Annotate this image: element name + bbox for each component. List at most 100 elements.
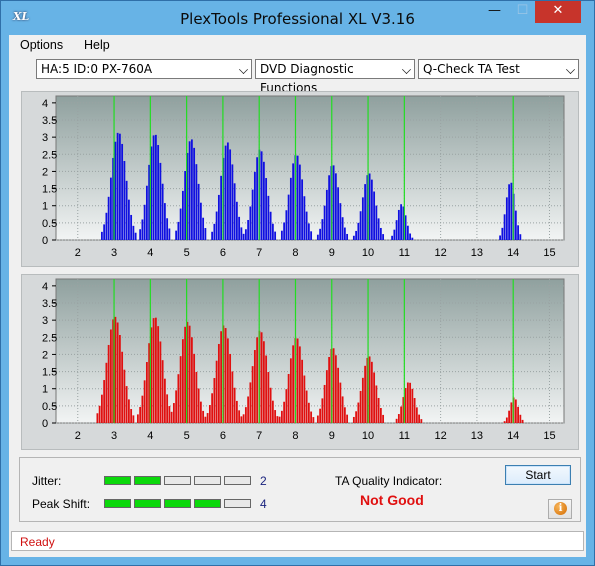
top-chart-bar (377, 218, 380, 240)
bottom-chart-bar (195, 371, 198, 423)
top-chart-bar (262, 161, 265, 240)
bottom-chart-x-tick-label: 2 (75, 430, 81, 442)
bottom-chart-bar (296, 338, 299, 423)
bottom-chart-bar (292, 345, 295, 423)
bottom-chart-bar (355, 411, 358, 423)
minimize-button[interactable]: — (488, 3, 501, 18)
top-chart-bar (359, 211, 362, 240)
device-select[interactable]: HA:5 ID:0 PX-760A (36, 59, 252, 79)
bottom-chart-y-tick-label: 2 (42, 349, 48, 361)
top-chart-bar (107, 196, 110, 240)
top-chart-bar (186, 152, 189, 240)
bottom-chart-bar (271, 400, 274, 423)
close-button[interactable]: ✕ (535, 1, 581, 23)
title-bar[interactable]: XL PlexTools Professional XL V3.16 — ☐ ✕ (1, 1, 594, 35)
info-button[interactable]: i (548, 499, 572, 519)
top-chart-bar (368, 173, 371, 240)
bottom-chart-bar (145, 362, 148, 423)
bottom-chart-bar (337, 367, 340, 423)
top-chart-bar (379, 227, 382, 240)
top-chart-bar (161, 183, 164, 240)
bottom-chart-y-tick-label: 1.5 (42, 367, 57, 379)
top-chart-bar (179, 208, 182, 240)
bottom-chart-bar (262, 341, 265, 423)
bottom-chart-bar (229, 353, 232, 423)
bottom-chart-y-tick-label: 1 (42, 384, 48, 396)
top-chart-y-tick-label: 1 (42, 201, 48, 213)
jitter-meter-segment (164, 476, 191, 485)
menu-options[interactable]: Options (20, 38, 64, 52)
top-chart-y-tick-label: 4 (42, 98, 48, 110)
top-chart-y-tick-label: 3.5 (42, 115, 57, 127)
top-chart-bar (352, 235, 355, 240)
bottom-chart-bar (199, 401, 202, 423)
jitter-meter-segment (194, 476, 221, 485)
top-chart-x-tick-label: 10 (362, 247, 374, 259)
menu-bar: Options Help (9, 35, 586, 55)
bottom-chart-bar (249, 382, 252, 423)
top-chart-bar (188, 141, 191, 240)
bottom-chart-bar (301, 359, 304, 423)
test-select[interactable]: Q-Check TA Test (418, 59, 579, 79)
bottom-chart-bar (107, 344, 110, 423)
ta-quality-result: Not Good (360, 492, 424, 508)
top-chart-bar (204, 228, 207, 240)
top-chart-bar (517, 225, 519, 240)
top-chart-bar (298, 164, 301, 240)
top-chart-bar (125, 180, 128, 240)
top-chart-bar (244, 229, 247, 240)
top-chart-bar (514, 210, 517, 240)
start-button[interactable]: Start (505, 465, 571, 485)
bottom-chart-x-tick-label: 8 (292, 430, 298, 442)
top-chart-bar (323, 205, 326, 240)
top-chart-bar (274, 231, 277, 240)
top-chart-x-tick-label: 9 (329, 247, 335, 259)
window-title: PlexTools Professional XL V3.16 (180, 10, 415, 28)
bottom-chart-bar (224, 328, 227, 423)
top-chart-bar (402, 206, 405, 240)
bottom-chart-bar (400, 406, 403, 423)
peak-shift-meter-segment (224, 499, 251, 508)
bottom-chart-bar (193, 353, 196, 423)
bottom-chart-bar (364, 365, 367, 423)
bottom-chart-bar (334, 355, 337, 423)
maximize-button[interactable]: ☐ (516, 3, 529, 18)
top-chart-bar (328, 175, 331, 240)
top-chart-bar (375, 205, 378, 240)
bottom-chart-y-tick-label: 0.5 (42, 401, 57, 413)
bottom-chart-bar (184, 326, 187, 423)
top-chart-bar (123, 160, 126, 240)
chevron-down-icon (566, 65, 575, 74)
bottom-chart-x-tick-label: 4 (147, 430, 153, 442)
top-chart-x-tick-label: 13 (471, 247, 483, 259)
top-chart-bar (154, 134, 157, 240)
top-chart-bar (343, 227, 346, 240)
bottom-chart-bar (274, 410, 277, 423)
menu-help[interactable]: Help (84, 38, 110, 52)
bottom-chart-bar (179, 356, 182, 423)
top-chart-bar (307, 223, 310, 240)
top-chart-bar (409, 233, 412, 240)
bottom-chart-bar (373, 372, 376, 423)
top-chart-panel: 0 0.5 1 1.5 2 2.5 3 3.5 4 2 3 4 5 6 7 8 9 10 11 12 13 14 15 (21, 91, 579, 267)
top-chart-bar (109, 177, 112, 240)
top-chart-bar (355, 230, 358, 240)
bottom-chart-bar (186, 321, 189, 423)
top-chart-y-tick-label: 0 (42, 235, 48, 247)
bottom-chart-bar (132, 415, 135, 423)
bottom-chart-bar (343, 407, 346, 423)
top-chart-bar (121, 143, 124, 240)
top-chart-bar (503, 214, 506, 240)
bottom-chart-bar (319, 408, 322, 423)
function-select[interactable]: DVD Diagnostic Functions (255, 59, 415, 95)
top-chart-bar (391, 235, 394, 240)
bottom-chart-bar (143, 380, 146, 423)
top-chart-bar (116, 132, 119, 240)
top-chart-x-tick-label: 4 (147, 247, 153, 259)
top-chart-x-tick-label: 11 (399, 247, 410, 259)
bottom-chart-bar (105, 362, 108, 423)
top-chart-bar (319, 228, 322, 240)
bottom-chart-x-tick-label: 12 (435, 430, 447, 442)
bottom-chart-x-tick-label: 3 (111, 430, 117, 442)
top-chart-bar (501, 227, 504, 240)
